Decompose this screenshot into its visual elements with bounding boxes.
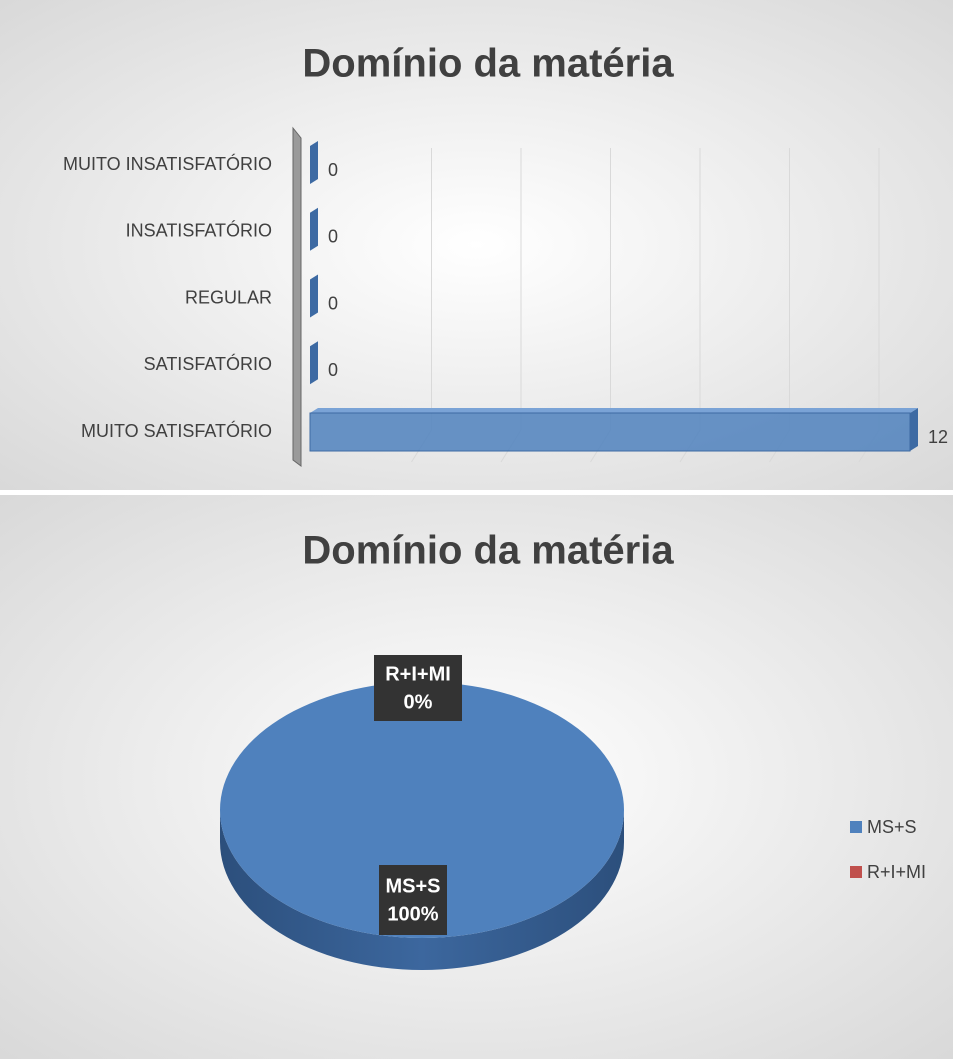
- legend-swatch: [850, 866, 862, 878]
- bar-side: [310, 274, 318, 318]
- category-label: MUITO SATISFATÓRIO: [81, 420, 272, 441]
- data-label: 0: [328, 293, 338, 313]
- bar-chart: MUITO INSATISFATÓRIO 0 INSATISFATÓRIO 0 REGU…: [63, 141, 948, 463]
- data-label-value: 0%: [404, 691, 433, 713]
- bar-side: [310, 141, 318, 184]
- data-label: 12: [928, 427, 948, 447]
- data-label-box: [379, 865, 447, 935]
- bar-side: [310, 207, 318, 251]
- pie-slice: [220, 682, 624, 970]
- legend-label: R+I+MI: [867, 862, 926, 882]
- bar: [310, 207, 318, 251]
- data-label-value: 100%: [387, 903, 438, 925]
- bar: [309, 408, 918, 452]
- chart-title: Domínio da matéria: [302, 529, 674, 573]
- pie-chart: MS+S 100% MS+S R+I+MI 0% R+I+MI: [220, 655, 926, 970]
- bar-face: [309, 412, 911, 452]
- category-label: INSATISFATÓRIO: [126, 220, 272, 241]
- bar-top: [310, 408, 918, 413]
- bar-side: [910, 408, 918, 451]
- data-label-category: R+I+MI: [385, 663, 451, 685]
- legend-swatch: [850, 821, 862, 833]
- back-wall: [292, 126, 302, 467]
- data-label: 0: [328, 227, 338, 247]
- slice-top: [220, 682, 624, 938]
- data-label-category: MS+S: [385, 875, 440, 897]
- legend-label: MS+S: [867, 817, 917, 837]
- bar: [310, 141, 318, 184]
- category-label: SATISFATÓRIO: [144, 353, 272, 374]
- bar: [310, 274, 318, 318]
- category-label: MUITO INSATISFATÓRIO: [63, 153, 272, 174]
- data-label: 0: [328, 360, 338, 380]
- data-label-box: [374, 655, 462, 721]
- bar: [310, 341, 318, 385]
- data-label: 0: [328, 160, 338, 180]
- bar-side: [310, 341, 318, 385]
- slice-side: [220, 810, 624, 970]
- chart-title: Domínio da matéria: [302, 42, 674, 86]
- category-label: REGULAR: [185, 287, 272, 307]
